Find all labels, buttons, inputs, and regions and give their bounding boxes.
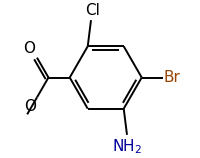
Text: Cl: Cl: [85, 3, 100, 18]
Text: NH$_2$: NH$_2$: [112, 137, 142, 156]
Text: Br: Br: [164, 70, 181, 85]
Text: O: O: [23, 41, 35, 56]
Text: O: O: [24, 99, 36, 114]
